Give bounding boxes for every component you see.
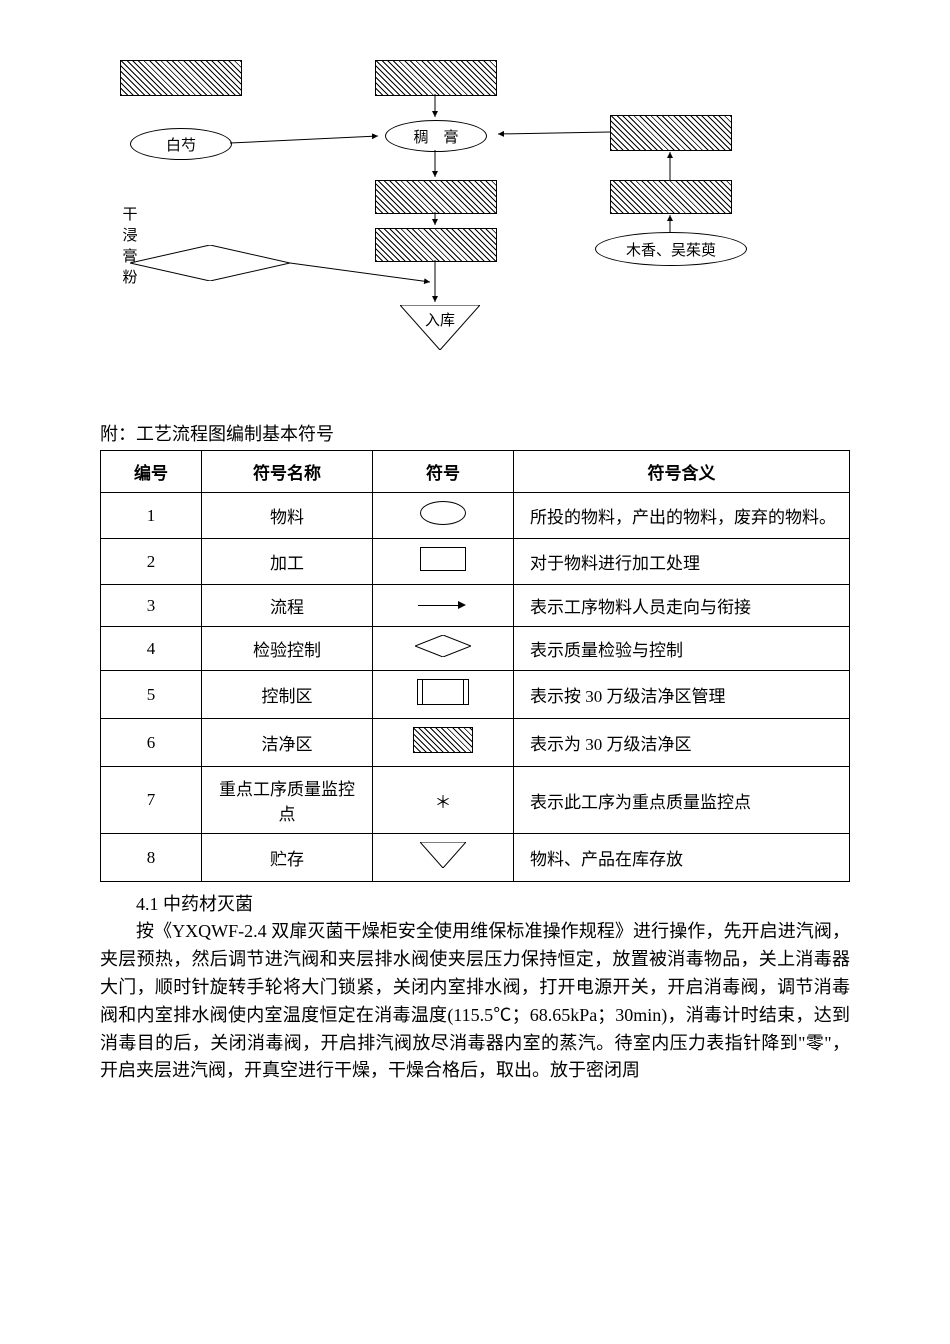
cell-meaning: 所投的物料，产出的物料，废弃的物料。 [514,493,850,539]
node-ellipse-muxiang: 木香、吴茱萸 [595,232,747,266]
node-hatched-5 [610,115,732,151]
table-header-row: 编号 符号名称 符号 符号含义 [101,451,850,493]
cell-name: 加工 [202,539,373,585]
cell-meaning: 表示按 30 万级洁净区管理 [514,671,850,719]
cell-name: 贮存 [202,834,373,882]
cell-symbol [373,539,514,585]
node-hatched-3 [375,180,497,214]
cell-num: 6 [101,719,202,767]
cell-symbol [373,627,514,671]
node-ellipse-baishao: 白芍 [130,128,232,160]
cell-num: 5 [101,671,202,719]
cell-num: 4 [101,627,202,671]
legend-table: 编号 符号名称 符号 符号含义 1 物料 所投的物料，产出的物料，废弃的物料。 … [100,450,850,882]
section-heading: 4.1 中药材灭菌 [100,890,850,916]
table-row: 3 流程 表示工序物料人员走向与衔接 [101,585,850,627]
cell-symbol [373,834,514,882]
table-row: 4 检验控制 表示质量检验与控制 [101,627,850,671]
cell-name: 流程 [202,585,373,627]
th-meaning: 符号含义 [514,451,850,493]
table-row: 5 控制区 表示按 30 万级洁净区管理 [101,671,850,719]
cell-symbol [373,671,514,719]
process-flowchart: 白芍 稠 膏 木香、吴茱萸 干浸膏粉 入库 [100,60,850,400]
rect-icon [420,547,466,571]
cell-name: 物料 [202,493,373,539]
cell-num: 8 [101,834,202,882]
dblrect-icon [417,679,469,705]
cell-name: 检验控制 [202,627,373,671]
cell-num: 3 [101,585,202,627]
diamond-icon [415,635,471,662]
cell-meaning: 表示此工序为重点质量监控点 [514,767,850,834]
arrow-icon [418,599,468,611]
cell-meaning: 表示为 30 万级洁净区 [514,719,850,767]
triangle-icon [420,842,466,873]
section-body: 按《YXQWF-2.4 双扉灭菌干燥柜安全使用维保标准操作规程》进行操作，先开启… [100,918,850,1085]
node-hatched-6 [610,180,732,214]
cell-meaning: 表示质量检验与控制 [514,627,850,671]
node-hatched-2 [375,60,497,96]
table-row: 2 加工 对于物料进行加工处理 [101,539,850,585]
cell-name: 洁净区 [202,719,373,767]
cell-symbol [373,719,514,767]
table-row: 7 重点工序质量监控点 ＊ 表示此工序为重点质量监控点 [101,767,850,834]
node-ellipse-gao: 稠 膏 [385,120,487,152]
cell-name: 控制区 [202,671,373,719]
ellipse-icon [420,501,466,525]
table-row: 6 洁净区 表示为 30 万级洁净区 [101,719,850,767]
cell-symbol: ＊ [373,767,514,834]
th-symbol: 符号 [373,451,514,493]
table-row: 1 物料 所投的物料，产出的物料，废弃的物料。 [101,493,850,539]
cell-symbol [373,493,514,539]
node-hatched-4 [375,228,497,262]
th-num: 编号 [101,451,202,493]
legend-title: 附：工艺流程图编制基本符号 [100,420,850,446]
cell-meaning: 表示工序物料人员走向与衔接 [514,585,850,627]
cell-num: 2 [101,539,202,585]
node-triangle-storage: 入库 [400,305,480,350]
cell-symbol [373,585,514,627]
cell-num: 1 [101,493,202,539]
table-row: 8 贮存 物料、产品在库存放 [101,834,850,882]
cell-name: 重点工序质量监控点 [202,767,373,834]
cell-meaning: 物料、产品在库存放 [514,834,850,882]
cell-num: 7 [101,767,202,834]
th-name: 符号名称 [202,451,373,493]
hatched-icon [413,727,473,753]
cell-meaning: 对于物料进行加工处理 [514,539,850,585]
node-hatched-1 [120,60,242,96]
